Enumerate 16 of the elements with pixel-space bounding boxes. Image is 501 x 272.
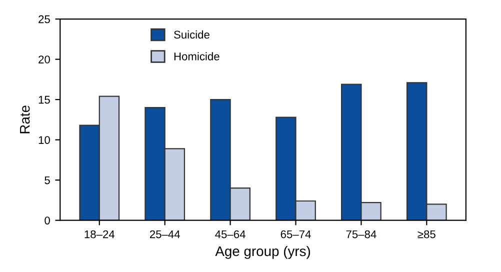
y-tick-label: 15 [38, 96, 50, 104]
x-tick-label: 65–74 [280, 230, 311, 238]
x-tick-label: 75–84 [346, 230, 376, 238]
legend-label: Homicide [174, 52, 220, 60]
legend-label: Suicide [174, 30, 210, 39]
y-tick-label: 5 [44, 176, 50, 184]
x-tick-label: 18–24 [84, 230, 115, 238]
y-axis-title: Rate [20, 106, 30, 134]
x-tick-label: ≥85 [418, 230, 436, 238]
x-axis-title: Age group (yrs) [215, 246, 310, 259]
y-tick-label: 25 [38, 15, 50, 24]
y-tick-label: 0 [44, 216, 50, 224]
y-tick-label: 10 [38, 136, 50, 144]
x-tick-label: 25–44 [150, 230, 180, 238]
y-tick-label: 20 [38, 56, 50, 64]
x-tick-label: 45–64 [215, 230, 246, 238]
